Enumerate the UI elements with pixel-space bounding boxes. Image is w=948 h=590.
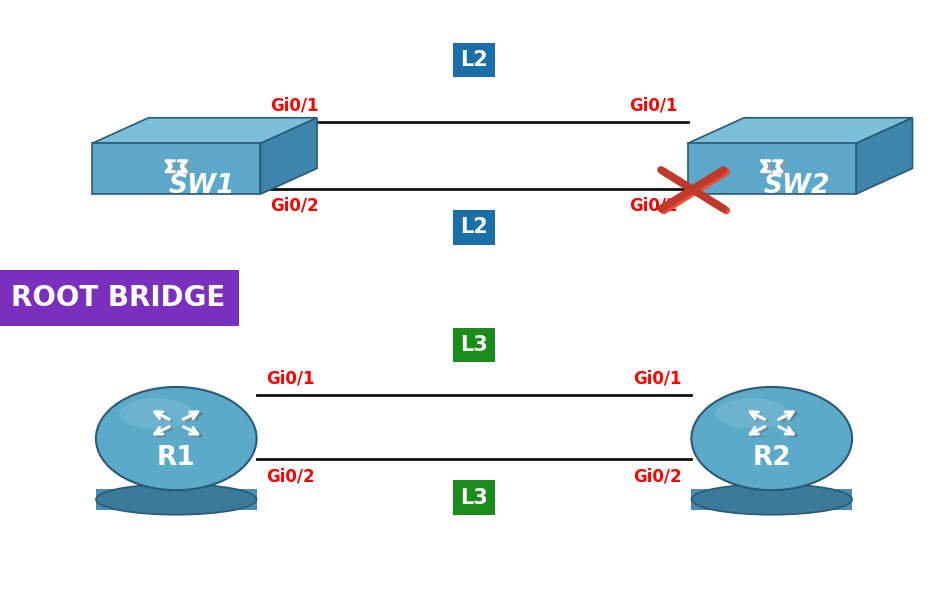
Text: Gi0/2: Gi0/2 <box>629 197 678 215</box>
Text: L2: L2 <box>460 218 488 237</box>
Polygon shape <box>92 143 261 194</box>
Text: L2: L2 <box>460 50 488 70</box>
Text: SW1: SW1 <box>169 173 235 199</box>
Polygon shape <box>687 118 913 143</box>
Text: L3: L3 <box>460 335 488 355</box>
Text: Gi0/1: Gi0/1 <box>266 369 315 387</box>
Ellipse shape <box>691 484 852 514</box>
Text: R1: R1 <box>156 445 195 471</box>
Text: L3: L3 <box>460 487 488 507</box>
Ellipse shape <box>96 484 257 514</box>
Text: Gi0/1: Gi0/1 <box>633 369 682 387</box>
Text: Gi0/2: Gi0/2 <box>266 467 315 485</box>
FancyBboxPatch shape <box>691 489 852 510</box>
Ellipse shape <box>691 387 852 490</box>
Ellipse shape <box>716 398 788 429</box>
Polygon shape <box>856 118 913 194</box>
Polygon shape <box>687 143 856 194</box>
Polygon shape <box>261 118 317 194</box>
Text: Gi0/2: Gi0/2 <box>270 197 319 215</box>
Text: ROOT BRIDGE: ROOT BRIDGE <box>10 284 225 312</box>
FancyBboxPatch shape <box>96 489 257 510</box>
Ellipse shape <box>120 398 192 429</box>
Polygon shape <box>92 118 317 143</box>
Text: Gi0/1: Gi0/1 <box>270 96 319 114</box>
Ellipse shape <box>96 387 257 490</box>
Text: Gi0/2: Gi0/2 <box>633 467 682 485</box>
Text: Gi0/1: Gi0/1 <box>629 96 678 114</box>
Text: SW2: SW2 <box>764 173 830 199</box>
Text: R2: R2 <box>753 445 791 471</box>
